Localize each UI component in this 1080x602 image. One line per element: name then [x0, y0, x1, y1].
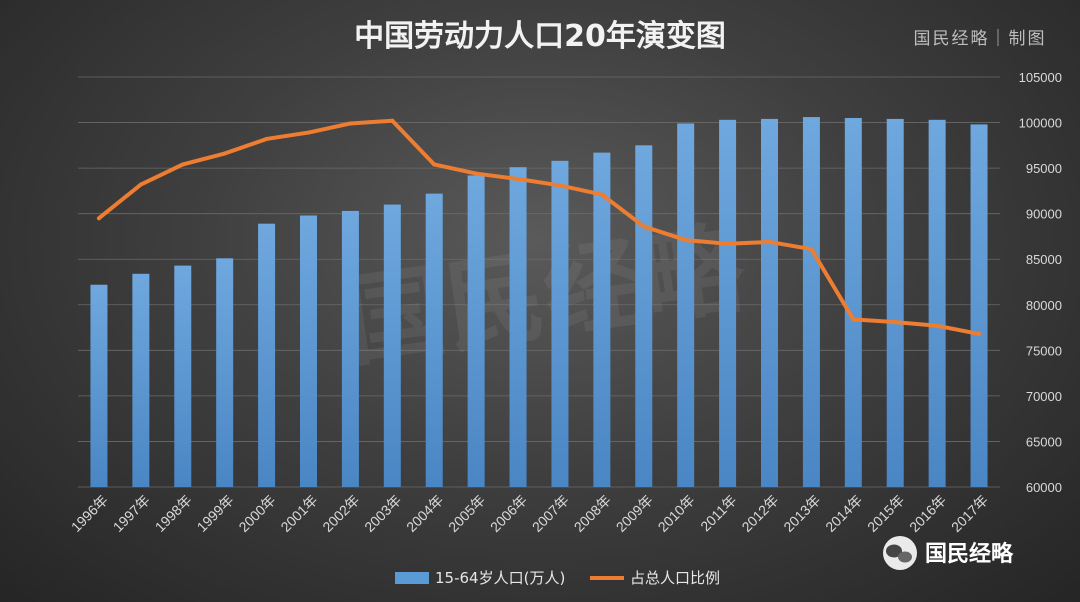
bar-1999年: [216, 258, 234, 487]
bar-2015年: [886, 118, 904, 488]
bar-2009年: [635, 145, 653, 488]
legend-bar-label: 15-64岁人口(万人): [435, 569, 565, 587]
line-point-2003年: [390, 118, 395, 123]
x-tick-label: 2013年: [780, 492, 823, 535]
y-tick-label: 75000: [1026, 343, 1062, 358]
line-series: [96, 118, 982, 336]
ratio-line: [96, 118, 982, 336]
bar-2012年: [761, 118, 778, 488]
x-tick-label: 2007年: [529, 492, 572, 535]
x-tick-label: 2005年: [445, 492, 488, 535]
x-tick-label: 2006年: [487, 492, 530, 535]
x-tick-label: 1999年: [194, 492, 237, 535]
bar-2007年: [551, 160, 569, 488]
bar-2003年: [383, 204, 401, 488]
x-tick-label: 2014年: [822, 492, 865, 535]
y-tick-label: 70000: [1026, 389, 1062, 404]
line-point-2000年: [264, 136, 269, 141]
wechat-badge: 国民经略: [883, 536, 1014, 570]
x-tick-label: 2008年: [571, 492, 614, 535]
x-tick-label: 1997年: [110, 492, 153, 535]
x-tick-label: 1996年: [68, 492, 111, 535]
bar-2016年: [928, 119, 946, 488]
bar-2000年: [258, 223, 276, 487]
y-tick-label: 85000: [1026, 252, 1062, 267]
bar-2013年: [802, 117, 820, 487]
x-tick-label: 2002年: [319, 492, 362, 535]
x-tick-label: 2009年: [613, 492, 656, 535]
y-tick-label: 90000: [1026, 207, 1062, 222]
bar-1998年: [174, 265, 192, 487]
y-axis: 60000 65000 70000 75000 80000 85000 90000 95000…: [1019, 70, 1062, 495]
line-point-2009年: [641, 224, 646, 229]
y-tick-label: 95000: [1026, 161, 1062, 176]
legend-bar-swatch: [395, 572, 429, 584]
line-point-1998年: [180, 162, 185, 167]
bar-series: [90, 117, 988, 488]
line-point-2014年: [851, 317, 856, 322]
x-tick-label: 2001年: [277, 492, 320, 535]
line-point-2001年: [306, 130, 311, 135]
line-point-2002年: [348, 121, 353, 126]
line-point-2005年: [474, 171, 479, 176]
line-point-1997年: [138, 182, 143, 187]
legend-line-label: 占总人口比例: [630, 569, 720, 587]
wechat-bubble-large: [886, 544, 902, 558]
line-point-2015年: [893, 320, 898, 325]
line-point-2017年: [977, 331, 982, 336]
x-tick-label: 2017年: [948, 492, 991, 535]
bar-2002年: [341, 210, 359, 487]
x-axis: 1996年1997年1998年1999年2000年2001年2002年2003年…: [68, 492, 991, 535]
bar-2008年: [593, 152, 611, 487]
x-tick-label: 2004年: [403, 492, 446, 535]
line-point-2008年: [599, 192, 604, 197]
brand-label: 国民经略｜制图: [914, 29, 1047, 49]
x-tick-label: 2016年: [906, 492, 949, 535]
bar-2011年: [719, 119, 737, 488]
x-tick-label: 2003年: [361, 492, 404, 535]
x-tick-label: 2011年: [697, 492, 740, 535]
line-point-2007年: [557, 183, 562, 188]
chart-title: 中国劳动力人口20年演变图: [354, 19, 726, 54]
x-tick-label: 2000年: [235, 492, 278, 535]
bar-1996年: [90, 284, 108, 487]
bar-2014年: [844, 118, 862, 487]
line-point-2010年: [683, 238, 688, 243]
line-point-2016年: [935, 323, 940, 328]
x-tick-label: 2015年: [864, 492, 907, 535]
line-point-2011年: [725, 241, 730, 246]
bar-2001年: [300, 215, 317, 487]
badge-label: 国民经略: [925, 541, 1014, 567]
line-point-1999年: [222, 151, 227, 156]
x-tick-label: 2012年: [738, 492, 781, 535]
wechat-bubble-small: [898, 551, 912, 563]
legend: 15-64岁人口(万人) 占总人口比例: [395, 569, 720, 587]
y-tick-label: 100000: [1019, 116, 1062, 131]
bar-2004年: [425, 193, 443, 487]
x-tick-label: 2010年: [655, 492, 698, 535]
line-point-2013年: [809, 247, 814, 252]
y-tick-label: 65000: [1026, 434, 1062, 449]
y-tick-label: 105000: [1019, 70, 1062, 85]
bar-2017年: [970, 124, 988, 487]
line-point-2012年: [767, 239, 772, 244]
x-tick-label: 1998年: [152, 492, 195, 535]
y-tick-label: 80000: [1026, 298, 1062, 313]
bar-1997年: [132, 273, 150, 487]
bar-2006年: [509, 167, 527, 487]
line-point-2004年: [432, 162, 437, 167]
y-tick-label: 60000: [1026, 480, 1062, 495]
bar-2010年: [677, 123, 695, 487]
line-point-1996年: [96, 216, 101, 221]
line-point-2006年: [516, 177, 521, 182]
bar-2005年: [467, 175, 485, 487]
